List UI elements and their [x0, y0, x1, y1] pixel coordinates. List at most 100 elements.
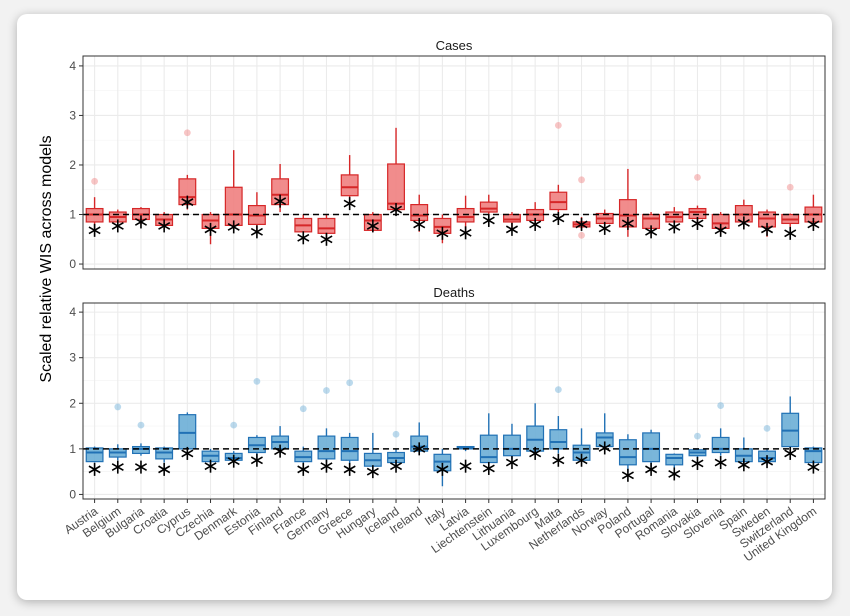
star-stroke: [134, 463, 147, 472]
star-stroke: [390, 462, 403, 471]
ensemble-star-marker: [482, 461, 495, 475]
ensemble-star-marker: [343, 197, 356, 211]
box-deaths-france: [294, 405, 313, 468]
ensemble-star-marker: [158, 219, 171, 233]
outlier-point: [91, 177, 98, 185]
ensemble-star-marker: [158, 462, 171, 476]
panel-border-cases: [82, 55, 826, 270]
ensemble-star-marker: [645, 462, 658, 476]
box-iqr: [85, 447, 104, 463]
star-stroke: [714, 226, 727, 235]
y-tick-label: 4: [69, 59, 76, 73]
star-stroke: [505, 225, 518, 234]
ensemble-star-marker: [575, 217, 588, 231]
ensemble-star-marker: [668, 467, 681, 481]
box-iqr: [340, 174, 359, 197]
ensemble-star-marker: [111, 460, 124, 474]
ensemble-star-marker: [598, 441, 611, 455]
box-cases-greece: [340, 155, 359, 205]
star-stroke: [158, 221, 171, 230]
strip-title-deaths: Deaths: [433, 285, 475, 300]
box-deaths-romania: [665, 453, 684, 470]
star-stroke: [204, 225, 217, 234]
outlier-point: [786, 183, 794, 191]
ensemble-star-marker: [250, 225, 263, 239]
star-stroke: [552, 214, 565, 223]
strip-deaths: [83, 282, 825, 303]
star-stroke: [181, 198, 194, 207]
y-tick-label: 0: [69, 257, 76, 271]
box-iqr: [503, 213, 521, 223]
ensemble-star-marker: [459, 226, 472, 240]
star-stroke: [111, 221, 124, 230]
y-axis-label: Scaled relative WIS across models: [38, 135, 55, 382]
ensemble-star-marker: [529, 217, 542, 231]
ensemble-star-marker: [807, 460, 820, 474]
box-iqr: [317, 435, 336, 460]
star-stroke: [274, 447, 287, 456]
star-stroke: [575, 456, 588, 465]
ensemble-star-marker: [436, 462, 449, 476]
ensemble-star-marker: [320, 232, 333, 246]
star-stroke: [413, 444, 426, 453]
star-stroke: [158, 465, 171, 474]
ensemble-star-marker: [366, 219, 379, 233]
outlier-point: [114, 403, 122, 411]
ensemble-star-marker: [459, 459, 472, 473]
outlier-point: [554, 386, 562, 394]
ensemble-star-marker: [505, 222, 518, 236]
ensemble-star-marker: [413, 442, 426, 456]
box-cases-malta: [549, 121, 568, 215]
y-tick-label: 3: [69, 108, 76, 122]
star-stroke: [691, 459, 704, 468]
ensemble-star-marker: [250, 453, 263, 467]
ensemble-star-marker: [390, 203, 403, 217]
star-stroke: [807, 220, 820, 229]
box-iqr: [224, 186, 243, 227]
ensemble-star-marker: [598, 221, 611, 235]
star-stroke: [668, 469, 681, 478]
ensemble-star-marker: [274, 194, 287, 208]
box-deaths-belgium: [108, 403, 127, 461]
ensemble-star-marker: [482, 213, 495, 227]
ensemble-star-marker: [181, 446, 194, 460]
ensemble-star-marker: [204, 459, 217, 473]
ensemble-star-marker: [691, 216, 704, 230]
star-stroke: [784, 449, 797, 458]
star-stroke: [575, 220, 588, 229]
strip-cases: [83, 35, 825, 56]
ensemble-star-marker: [343, 462, 356, 476]
outlier-point: [299, 405, 307, 413]
star-stroke: [250, 456, 263, 465]
ensemble-star-marker: [737, 458, 750, 472]
ensemble-star-marker: [761, 222, 774, 236]
ensemble-star-marker: [227, 220, 240, 234]
star-stroke: [111, 463, 124, 472]
box-iqr: [178, 414, 197, 450]
box-iqr: [642, 432, 661, 463]
box-cases-switzerland: [781, 183, 800, 227]
y-tick-label: 2: [69, 158, 76, 172]
star-stroke: [320, 462, 333, 471]
outlier-point: [694, 173, 701, 181]
ensemble-star-marker: [297, 231, 310, 245]
outlier-point: [253, 378, 261, 385]
outlier-point: [578, 176, 585, 184]
strip-title-cases: Cases: [436, 38, 473, 53]
star-stroke: [598, 444, 611, 452]
star-stroke: [621, 471, 634, 480]
box-iqr: [132, 445, 150, 455]
ensemble-star-marker: [714, 223, 727, 237]
panel-cases: Cases 0 1 2 3 4: [69, 35, 826, 271]
box-deaths-poland: [618, 434, 637, 472]
box-iqr: [549, 191, 568, 211]
star-stroke: [691, 219, 704, 228]
ensemble-star-marker: [274, 444, 287, 458]
star-stroke: [227, 222, 240, 231]
star-stroke: [482, 464, 495, 473]
outlier-point: [346, 379, 354, 387]
star-stroke: [88, 226, 101, 235]
box-deaths-estonia: [247, 378, 266, 458]
figure-card: Scaled relative WIS across models Cases 0…: [17, 14, 832, 600]
outlier-point: [392, 430, 400, 438]
